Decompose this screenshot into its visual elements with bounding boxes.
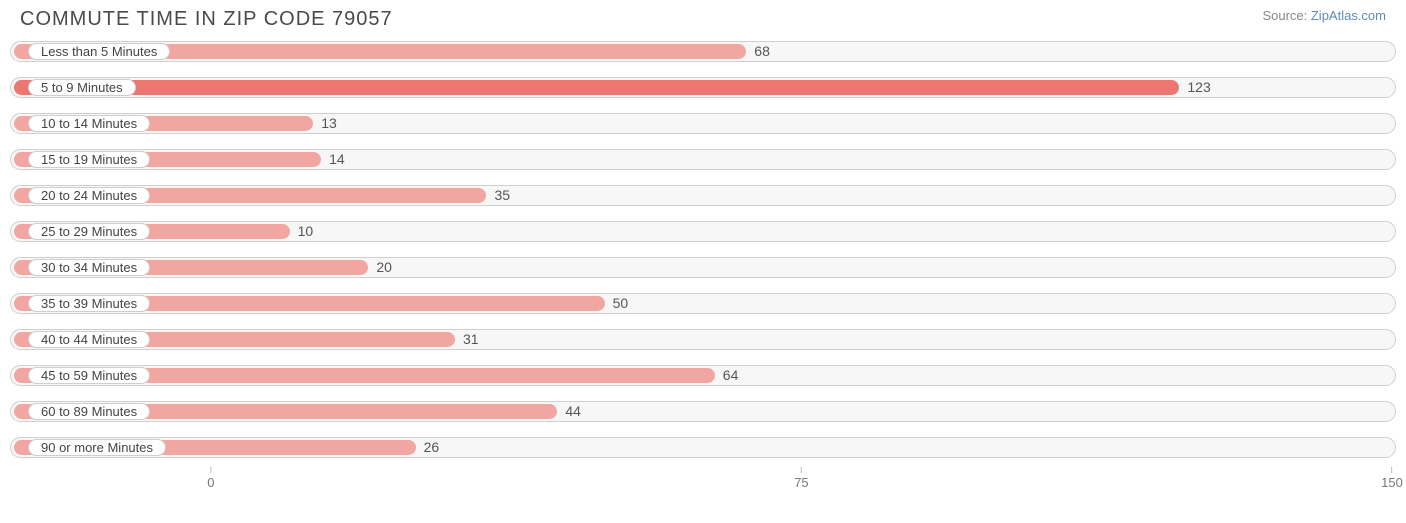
category-pill: 40 to 44 Minutes	[28, 331, 150, 348]
tick-line	[210, 467, 211, 473]
bar-value: 20	[376, 259, 392, 275]
category-pill: 35 to 39 Minutes	[28, 295, 150, 312]
category-pill: 15 to 19 Minutes	[28, 151, 150, 168]
bar-row: 35 to 39 Minutes 50	[10, 287, 1396, 320]
category-pill: 25 to 29 Minutes	[28, 223, 150, 240]
x-axis: 075150	[10, 467, 1396, 497]
chart-source: Source: ZipAtlas.com	[1262, 8, 1386, 23]
category-pill: 45 to 59 Minutes	[28, 367, 150, 384]
bar-row: 90 or more Minutes 26	[10, 431, 1396, 464]
category-pill: 90 or more Minutes	[28, 439, 166, 456]
bar-row: 25 to 29 Minutes 10	[10, 215, 1396, 248]
bar-row: 20 to 24 Minutes 35	[10, 179, 1396, 212]
bar-value: 64	[723, 367, 739, 383]
bar-value: 13	[321, 115, 337, 131]
bar-row: 10 to 14 Minutes 13	[10, 107, 1396, 140]
bar-value: 10	[298, 223, 314, 239]
category-pill: 20 to 24 Minutes	[28, 187, 150, 204]
chart-title: COMMUTE TIME IN ZIP CODE 79057	[20, 8, 393, 31]
x-axis-tick: 150	[1381, 467, 1403, 490]
category-pill: Less than 5 Minutes	[28, 43, 170, 60]
bar-row: 60 to 89 Minutes 44	[10, 395, 1396, 428]
category-pill: 10 to 14 Minutes	[28, 115, 150, 132]
category-pill: 60 to 89 Minutes	[28, 403, 150, 420]
bar-value: 26	[424, 439, 440, 455]
bar-value: 44	[565, 403, 581, 419]
bar-fill	[14, 80, 1179, 95]
category-pill: 30 to 34 Minutes	[28, 259, 150, 276]
tick-line	[801, 467, 802, 473]
tick-label: 0	[207, 475, 214, 490]
x-axis-tick: 0	[207, 467, 214, 490]
tick-line	[1391, 467, 1392, 473]
bar-value: 68	[754, 43, 770, 59]
x-axis-tick: 75	[794, 467, 808, 490]
tick-label: 150	[1381, 475, 1403, 490]
bar-chart: Less than 5 Minutes 68 5 to 9 Minutes 123 10…	[10, 35, 1396, 497]
bar-value: 50	[613, 295, 629, 311]
bar-row: 30 to 34 Minutes 20	[10, 251, 1396, 284]
source-label: Source:	[1262, 8, 1310, 23]
bar-row: 45 to 59 Minutes 64	[10, 359, 1396, 392]
bar-value: 14	[329, 151, 345, 167]
bar-row: 5 to 9 Minutes 123	[10, 71, 1396, 104]
bar-value: 123	[1187, 79, 1210, 95]
source-link[interactable]: ZipAtlas.com	[1311, 8, 1386, 23]
category-pill: 5 to 9 Minutes	[28, 79, 136, 96]
bar-row: 40 to 44 Minutes 31	[10, 323, 1396, 356]
bar-value: 35	[494, 187, 510, 203]
tick-label: 75	[794, 475, 808, 490]
bar-value: 31	[463, 331, 479, 347]
bar-row: 15 to 19 Minutes 14	[10, 143, 1396, 176]
bar-row: Less than 5 Minutes 68	[10, 35, 1396, 68]
chart-header: COMMUTE TIME IN ZIP CODE 79057 Source: Z…	[0, 0, 1406, 35]
